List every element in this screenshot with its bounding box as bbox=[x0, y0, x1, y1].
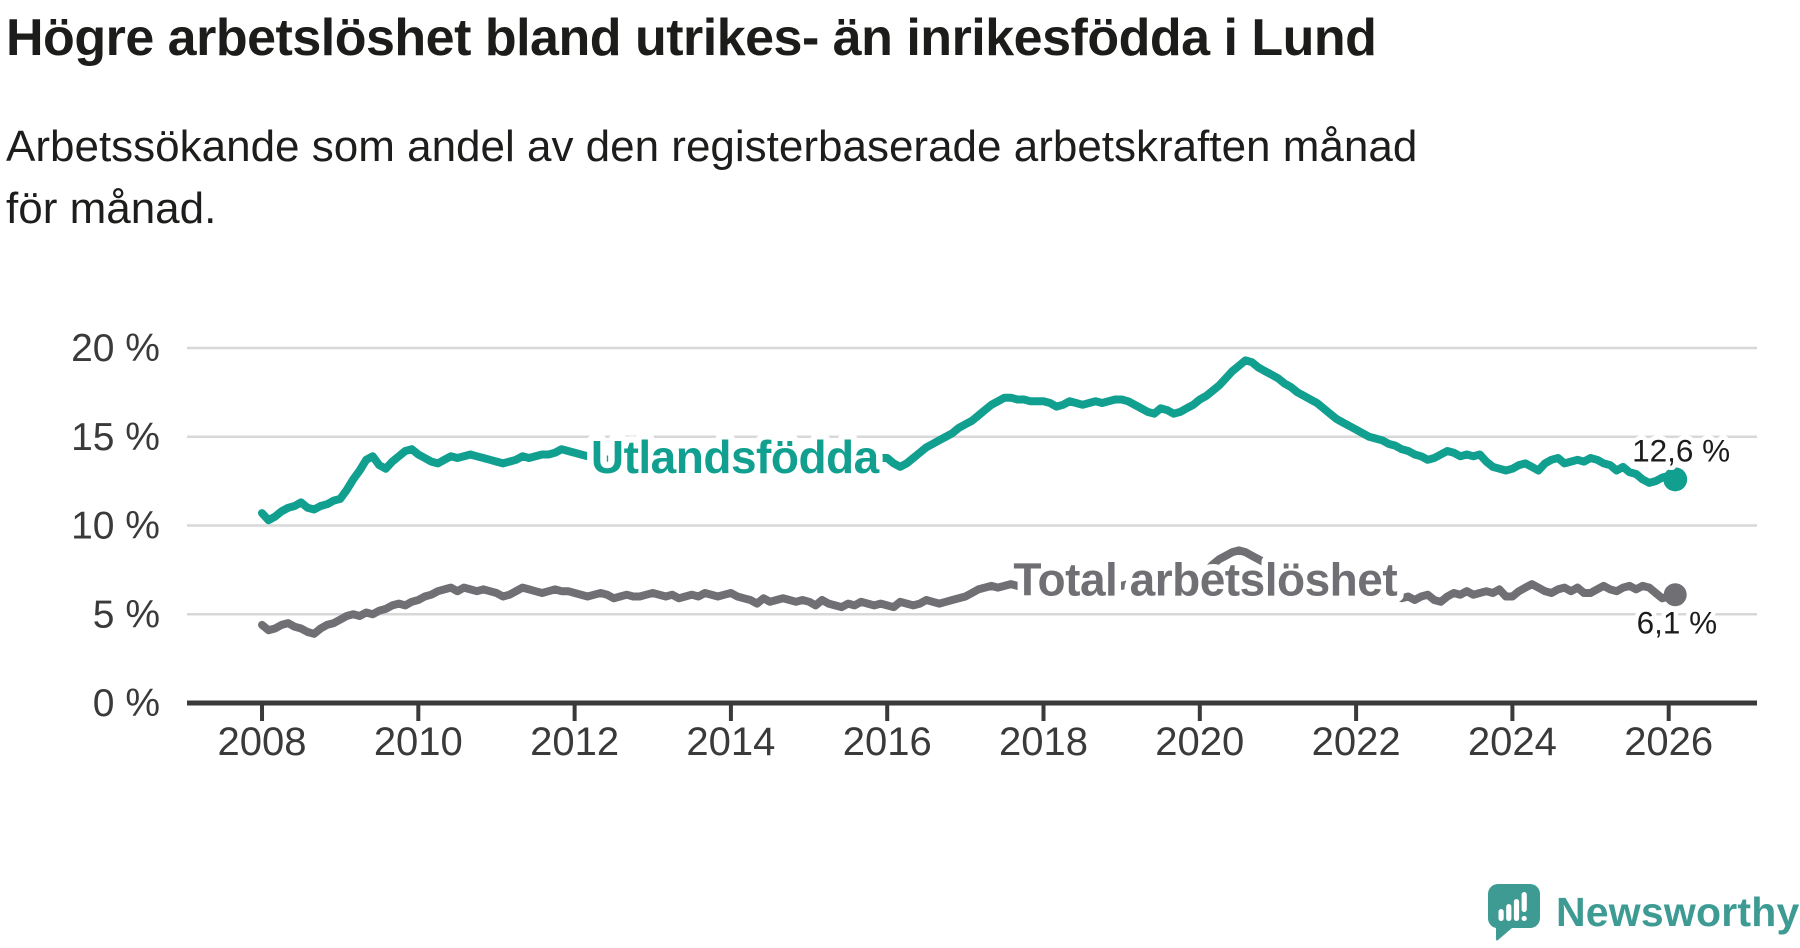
series-end-value-label-total-arbetsloshet: 6,1 % bbox=[1637, 605, 1718, 641]
x-axis-tick-label: 2016 bbox=[843, 720, 932, 764]
x-axis-tick-label: 2020 bbox=[1155, 720, 1244, 764]
y-axis-tick-label: 15 % bbox=[71, 416, 160, 459]
newsworthy-logo-text: Newsworthy bbox=[1556, 889, 1800, 935]
series-end-dot-utlandsfodda bbox=[1663, 467, 1688, 492]
x-axis-tick-label: 2010 bbox=[374, 720, 463, 764]
x-axis-tick-label: 2008 bbox=[218, 720, 307, 764]
series-line-total-arbetsloshet bbox=[258, 546, 1680, 638]
x-axis-tick-label: 2018 bbox=[999, 720, 1088, 764]
series-inline-label-utlandsfodda: Utlandsfödda bbox=[591, 431, 880, 483]
series-line-utlandsfodda bbox=[258, 356, 1680, 525]
chart-subtitle: Arbetssökande som andel av den registerb… bbox=[6, 122, 1418, 234]
x-axis-tick-label: 2022 bbox=[1312, 720, 1401, 764]
x-axis-tick-label: 2026 bbox=[1624, 720, 1713, 764]
y-axis-tick-label: 10 % bbox=[71, 505, 160, 548]
series-end-dot-total-arbetsloshet bbox=[1663, 583, 1687, 607]
chart-title: Högre arbetslöshet bland utrikes- än inr… bbox=[6, 9, 1377, 67]
y-axis-tick-label: 5 % bbox=[93, 593, 160, 636]
y-axis-tick-label: 0 % bbox=[93, 682, 160, 725]
x-axis-tick-label: 2024 bbox=[1468, 720, 1557, 764]
x-axis-tick-label: 2012 bbox=[530, 720, 619, 764]
newsworthy-logo[interactable]: Newsworthy bbox=[1488, 884, 1800, 941]
series-inline-label-total-arbetsloshet: Total arbetslöshet bbox=[1013, 554, 1397, 606]
x-axis-tick-label: 2014 bbox=[686, 720, 775, 764]
series-end-value-label-utlandsfodda: 12,6 % bbox=[1632, 432, 1730, 468]
y-axis-tick-label: 20 % bbox=[71, 327, 160, 370]
newsworthy-logo-icon bbox=[1488, 884, 1540, 941]
